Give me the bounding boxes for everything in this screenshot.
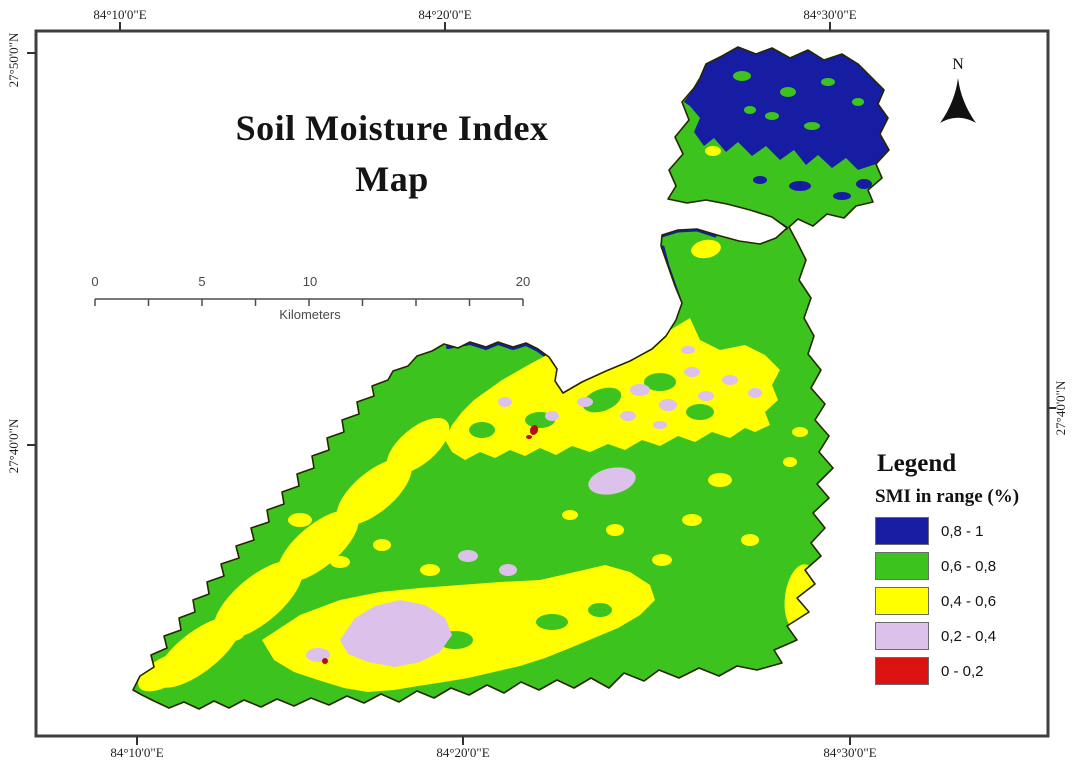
legend-item: 0,4 - 0,6 — [875, 587, 1045, 615]
scale-bar: 0 5 10 20 Kilometers — [70, 270, 550, 322]
legend-item-label: 0,8 - 1 — [941, 522, 984, 540]
graticule-label-left-1: 27°50'0"N — [6, 32, 21, 88]
graticule-label-top-2: 84°20'0"E — [418, 7, 472, 22]
region-boundary — [132, 46, 890, 710]
legend-item-label: 0,2 - 0,4 — [941, 627, 997, 645]
scale-unit-label: Kilometers — [279, 307, 341, 322]
legend-item-label: 0,6 - 0,8 — [941, 557, 997, 575]
graticule-label-bottom-2: 84°20'0"E — [436, 745, 490, 760]
scale-label-20: 20 — [515, 274, 531, 289]
map-title: Soil Moisture Index Map — [212, 103, 572, 205]
graticule-label-top-3: 84°30'0"E — [803, 7, 857, 22]
scale-label-5: 5 — [198, 274, 206, 289]
graticule-ticks — [27, 22, 1056, 745]
legend-item: 0 - 0,2 — [875, 657, 1045, 685]
legend-item: 0,6 - 0,8 — [875, 552, 1045, 580]
legend: Legend SMI in range (%) 0,8 - 1 0,6 - 0,… — [875, 450, 1045, 693]
graticule-label-top-1: 84°10'0"E — [93, 7, 147, 22]
legend-swatch-red — [875, 657, 929, 685]
graticule-label-bottom-1: 84°10'0"E — [110, 745, 164, 760]
graticule-label-left-2: 27°40'0"N — [6, 418, 21, 474]
map-title-line1: Soil Moisture Index — [235, 108, 549, 148]
legend-item: 0,8 - 1 — [875, 517, 1045, 545]
north-arrow-label: N — [952, 56, 964, 73]
legend-item-label: 0 - 0,2 — [941, 662, 984, 680]
legend-swatch-blue — [875, 517, 929, 545]
map-title-line2: Map — [355, 159, 429, 200]
legend-swatch-green — [875, 552, 929, 580]
legend-item-label: 0,4 - 0,6 — [941, 592, 997, 610]
map-region — [132, 46, 890, 710]
legend-subtitle: SMI in range (%) — [875, 486, 1020, 507]
smi-class-green-holes — [437, 373, 714, 649]
smi-class-green-spots — [733, 71, 864, 130]
north-arrow-icon — [940, 78, 976, 123]
scale-label-0: 0 — [91, 274, 99, 289]
legend-item: 0,2 - 0,4 — [875, 622, 1045, 650]
graticule-label-bottom-3: 84°30'0"E — [823, 745, 877, 760]
scale-label-10: 10 — [302, 274, 318, 289]
smi-class-lavender — [306, 346, 762, 667]
legend-swatch-yellow — [875, 587, 929, 615]
graticule-label-right-1: 27°40'0"N — [1053, 380, 1068, 436]
map-frame — [34, 29, 1050, 738]
legend-title: Legend — [877, 450, 957, 477]
north-arrow: N — [936, 56, 980, 131]
smi-class-red — [322, 425, 539, 664]
scale-bar-line — [94, 298, 524, 306]
legend-swatch-lavender — [875, 622, 929, 650]
